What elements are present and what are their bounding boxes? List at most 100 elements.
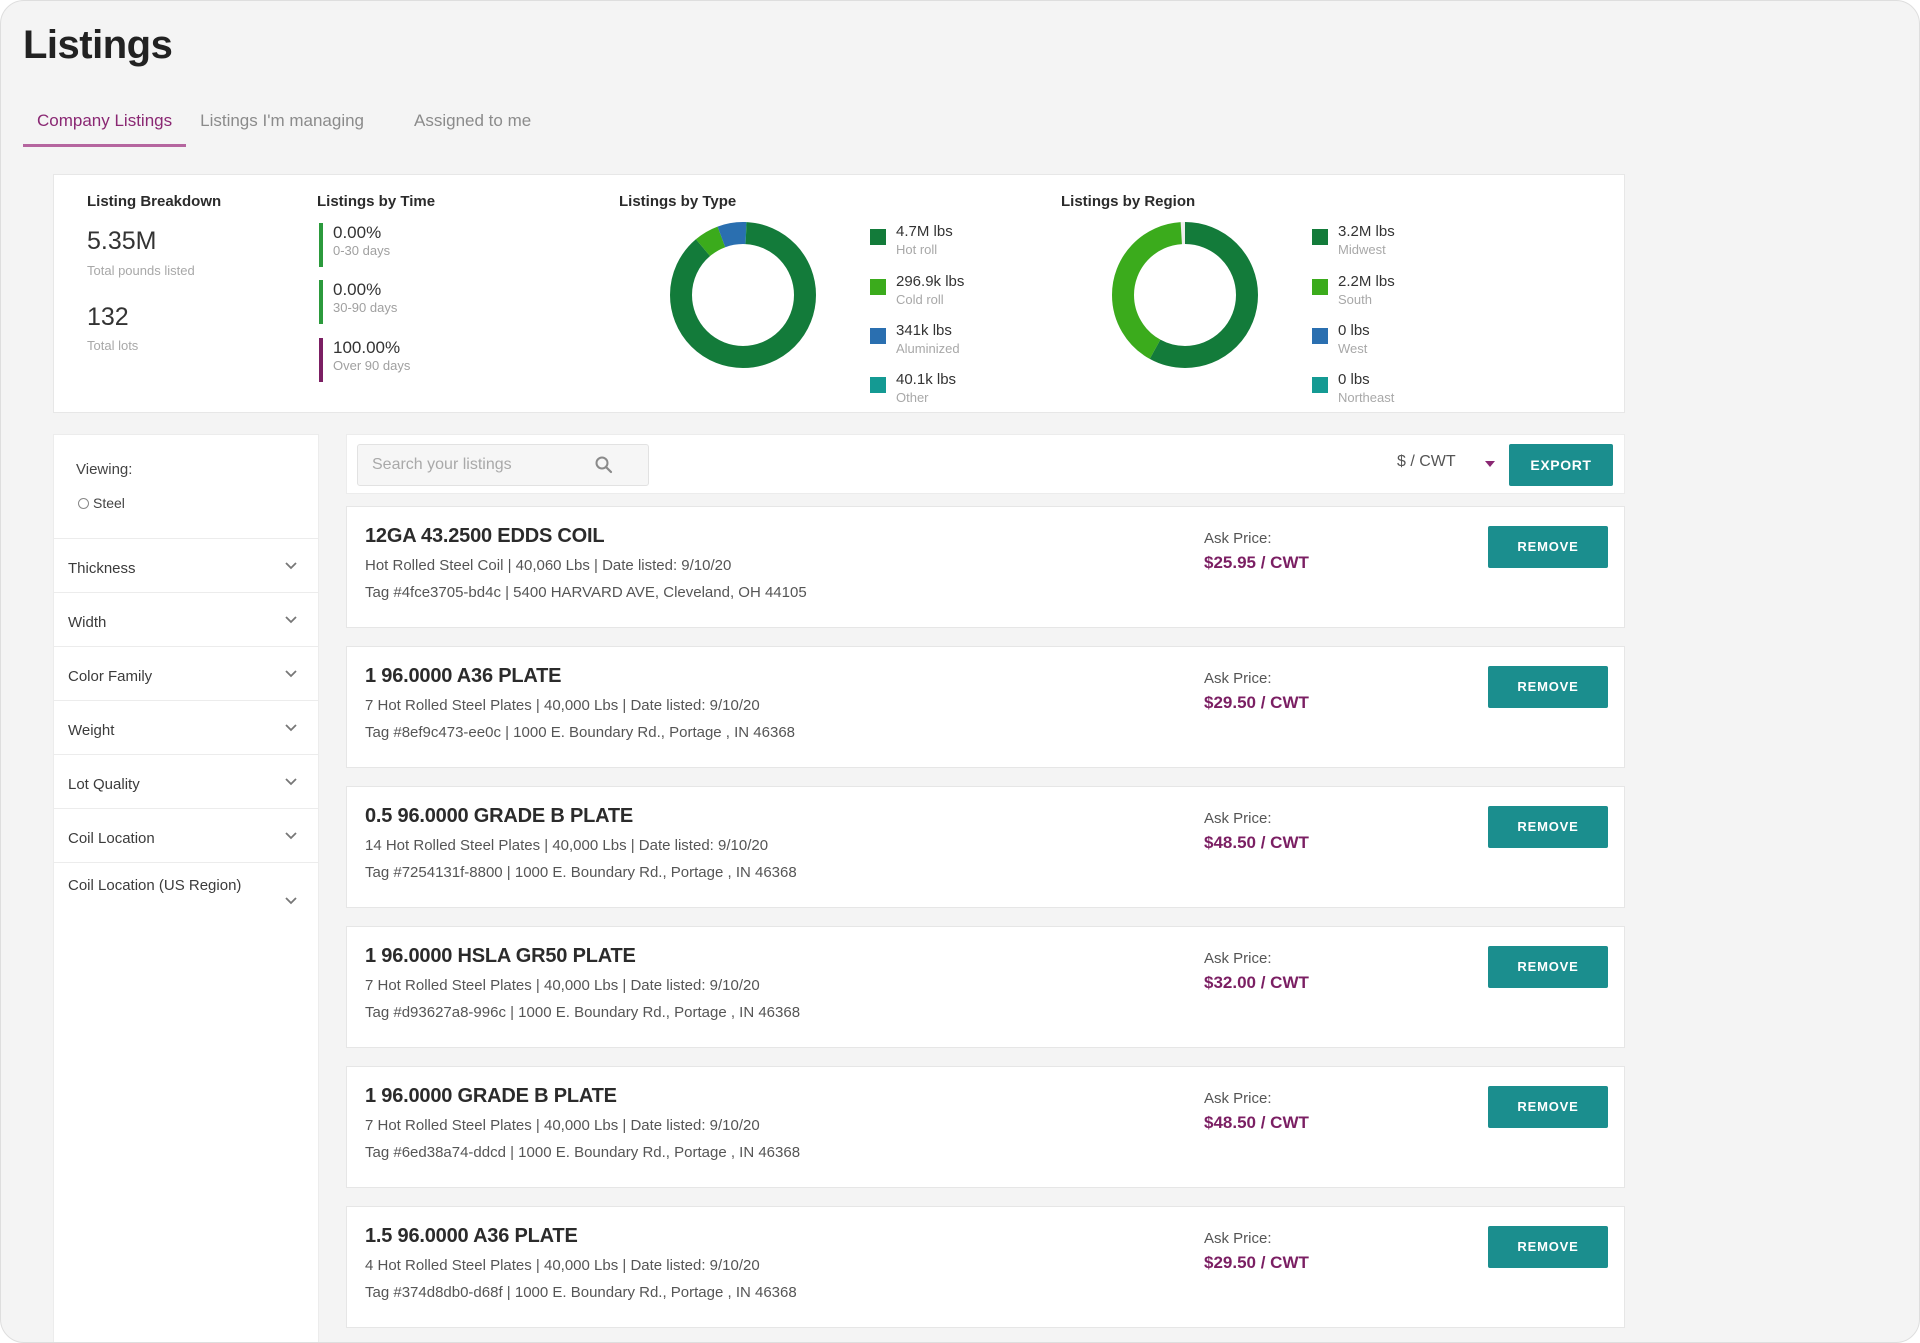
legend-swatch [870, 377, 886, 393]
ask-price-value: $48.50 / CWT [1204, 1113, 1309, 1132]
ask-price-label: Ask Price: [1204, 530, 1272, 547]
tab-listings-managing[interactable]: Listings I'm managing [200, 111, 365, 130]
ask-price-value: $48.50 / CWT [1204, 833, 1309, 852]
legend-swatch [870, 328, 886, 344]
listing-title[interactable]: 1.5 96.0000 A36 PLATE [365, 1225, 578, 1247]
filter-weight[interactable]: Weight [54, 701, 318, 755]
time-item-over-90: 100.00% Over 90 days [319, 338, 479, 382]
time-label: 0-30 days [333, 243, 391, 258]
legend-label: South [1338, 292, 1372, 307]
legend-value: 341k lbs [896, 322, 952, 339]
caret-down-icon[interactable] [1485, 461, 1495, 467]
ask-price-label: Ask Price: [1204, 810, 1272, 827]
filter-label: Color Family [68, 668, 153, 685]
legend-value: 40.1k lbs [896, 371, 957, 388]
region-donut-slice-south [1112, 222, 1258, 368]
summary-panel: Listing Breakdown 5.35M Total pounds lis… [53, 174, 1625, 413]
filter-width[interactable]: Width [54, 593, 318, 647]
by-time-title: Listings by Time [317, 193, 436, 210]
listing-meta: Hot Rolled Steel Coil | 40,060 Lbs | Dat… [365, 557, 732, 574]
listing-tag: Tag #4fce3705-bd4c | 5400 HARVARD AVE, C… [365, 584, 807, 601]
filter-label: Thickness [68, 560, 136, 577]
legend-label: Other [896, 390, 929, 405]
search-input[interactable] [372, 445, 592, 485]
ask-price-label: Ask Price: [1204, 1090, 1272, 1107]
listing-title[interactable]: 1 96.0000 A36 PLATE [365, 665, 562, 687]
listing-meta: 7 Hot Rolled Steel Plates | 40,000 Lbs |… [365, 977, 760, 994]
remove-button[interactable]: REMOVE [1488, 1086, 1608, 1128]
time-item-30-90: 0.00% 30-90 days [319, 280, 479, 324]
legend-label: Aluminized [896, 341, 960, 356]
total-pounds-label: Total pounds listed [87, 263, 195, 278]
filter-thickness[interactable]: Thickness [54, 539, 318, 593]
total-pounds-value: 5.35M [87, 227, 157, 255]
total-lots-label: Total lots [87, 338, 139, 353]
chevron-down-icon [285, 616, 297, 624]
ask-price-label: Ask Price: [1204, 670, 1272, 687]
legend-value: 2.2M lbs [1338, 273, 1395, 290]
remove-button[interactable]: REMOVE [1488, 1226, 1608, 1268]
listing-card: 1 96.0000 GRADE B PLATE 7 Hot Rolled Ste… [346, 1066, 1625, 1188]
legend-swatch [1312, 377, 1328, 393]
by-region-title: Listings by Region [1061, 193, 1196, 210]
export-button[interactable]: EXPORT [1509, 444, 1613, 486]
legend-item-hot-roll: 4.7M lbs Hot roll [870, 223, 1050, 263]
legend-item-other: 40.1k lbs Other [870, 371, 1050, 411]
filter-color-family[interactable]: Color Family [54, 647, 318, 701]
remove-button[interactable]: REMOVE [1488, 806, 1608, 848]
filter-coil-location[interactable]: Coil Location [54, 809, 318, 863]
listing-card: 1.5 96.0000 A36 PLATE 4 Hot Rolled Steel… [346, 1206, 1625, 1328]
time-pct: 100.00% [333, 338, 401, 357]
listing-card: 1 96.0000 A36 PLATE 7 Hot Rolled Steel P… [346, 646, 1625, 768]
tab-assigned-to-me[interactable]: Assigned to me [414, 111, 532, 130]
ask-price-label: Ask Price: [1204, 950, 1272, 967]
total-lots-value: 132 [87, 303, 129, 331]
search-icon[interactable] [594, 455, 614, 475]
legend-label: Hot roll [896, 242, 938, 257]
legend-item-aluminized: 341k lbs Aluminized [870, 322, 1050, 362]
listing-title[interactable]: 1 96.0000 GRADE B PLATE [365, 1085, 617, 1107]
time-item-0-30: 0.00% 0-30 days [319, 223, 479, 267]
legend-label: Cold roll [896, 292, 944, 307]
remove-button[interactable]: REMOVE [1488, 666, 1608, 708]
legend-label: West [1338, 341, 1368, 356]
type-donut-slice-hot-roll [670, 222, 816, 368]
listing-title[interactable]: 12GA 43.2500 EDDS COIL [365, 525, 605, 547]
breakdown-title: Listing Breakdown [87, 193, 222, 210]
listing-card: 12GA 43.2500 EDDS COIL Hot Rolled Steel … [346, 506, 1625, 628]
legend-label: Midwest [1338, 242, 1386, 257]
listing-tag: Tag #374d8db0-d68f | 1000 E. Boundary Rd… [365, 1284, 797, 1301]
listing-title[interactable]: 0.5 96.0000 GRADE B PLATE [365, 805, 634, 827]
listing-card: 1 96.0000 HSLA GR50 PLATE 7 Hot Rolled S… [346, 926, 1625, 1048]
listing-meta: 4 Hot Rolled Steel Plates | 40,000 Lbs |… [365, 1257, 760, 1274]
time-label: Over 90 days [333, 358, 411, 373]
unit-select[interactable]: $ / CWT [1397, 453, 1456, 470]
ask-price-value: $29.50 / CWT [1204, 693, 1309, 712]
remove-button[interactable]: REMOVE [1488, 946, 1608, 988]
legend-value: 0 lbs [1338, 322, 1370, 339]
viewing-label: Viewing: [76, 461, 133, 478]
listing-meta: 14 Hot Rolled Steel Plates | 40,000 Lbs … [365, 837, 769, 854]
legend-swatch [1312, 328, 1328, 344]
listing-title[interactable]: 1 96.0000 HSLA GR50 PLATE [365, 945, 636, 967]
tab-bar: Company Listings Listings I'm managing A… [23, 101, 545, 149]
type-donut-slice-aluminized [670, 222, 816, 368]
listing-meta: 7 Hot Rolled Steel Plates | 40,000 Lbs |… [365, 1117, 760, 1134]
filter-label: Coil Location (US Region) [68, 877, 242, 894]
legend-item-west: 0 lbs West [1312, 322, 1492, 362]
filter-lot-quality[interactable]: Lot Quality [54, 755, 318, 809]
chevron-down-icon [285, 562, 297, 570]
radio-icon[interactable] [78, 497, 89, 509]
steel-option[interactable]: Steel [78, 495, 125, 511]
region-donut-chart [1112, 222, 1258, 368]
legend-value: 4.7M lbs [896, 223, 953, 240]
tab-company-listings[interactable]: Company Listings [23, 101, 187, 147]
legend-swatch [1312, 229, 1328, 245]
viewing-section: Viewing: Steel [54, 435, 318, 539]
listing-card: 0.5 96.0000 GRADE B PLATE 14 Hot Rolled … [346, 786, 1625, 908]
remove-button[interactable]: REMOVE [1488, 526, 1608, 568]
filter-coil-location-region[interactable]: Coil Location (US Region) [54, 863, 318, 939]
chevron-down-icon [285, 670, 297, 678]
legend-item-south: 2.2M lbs South [1312, 273, 1492, 313]
